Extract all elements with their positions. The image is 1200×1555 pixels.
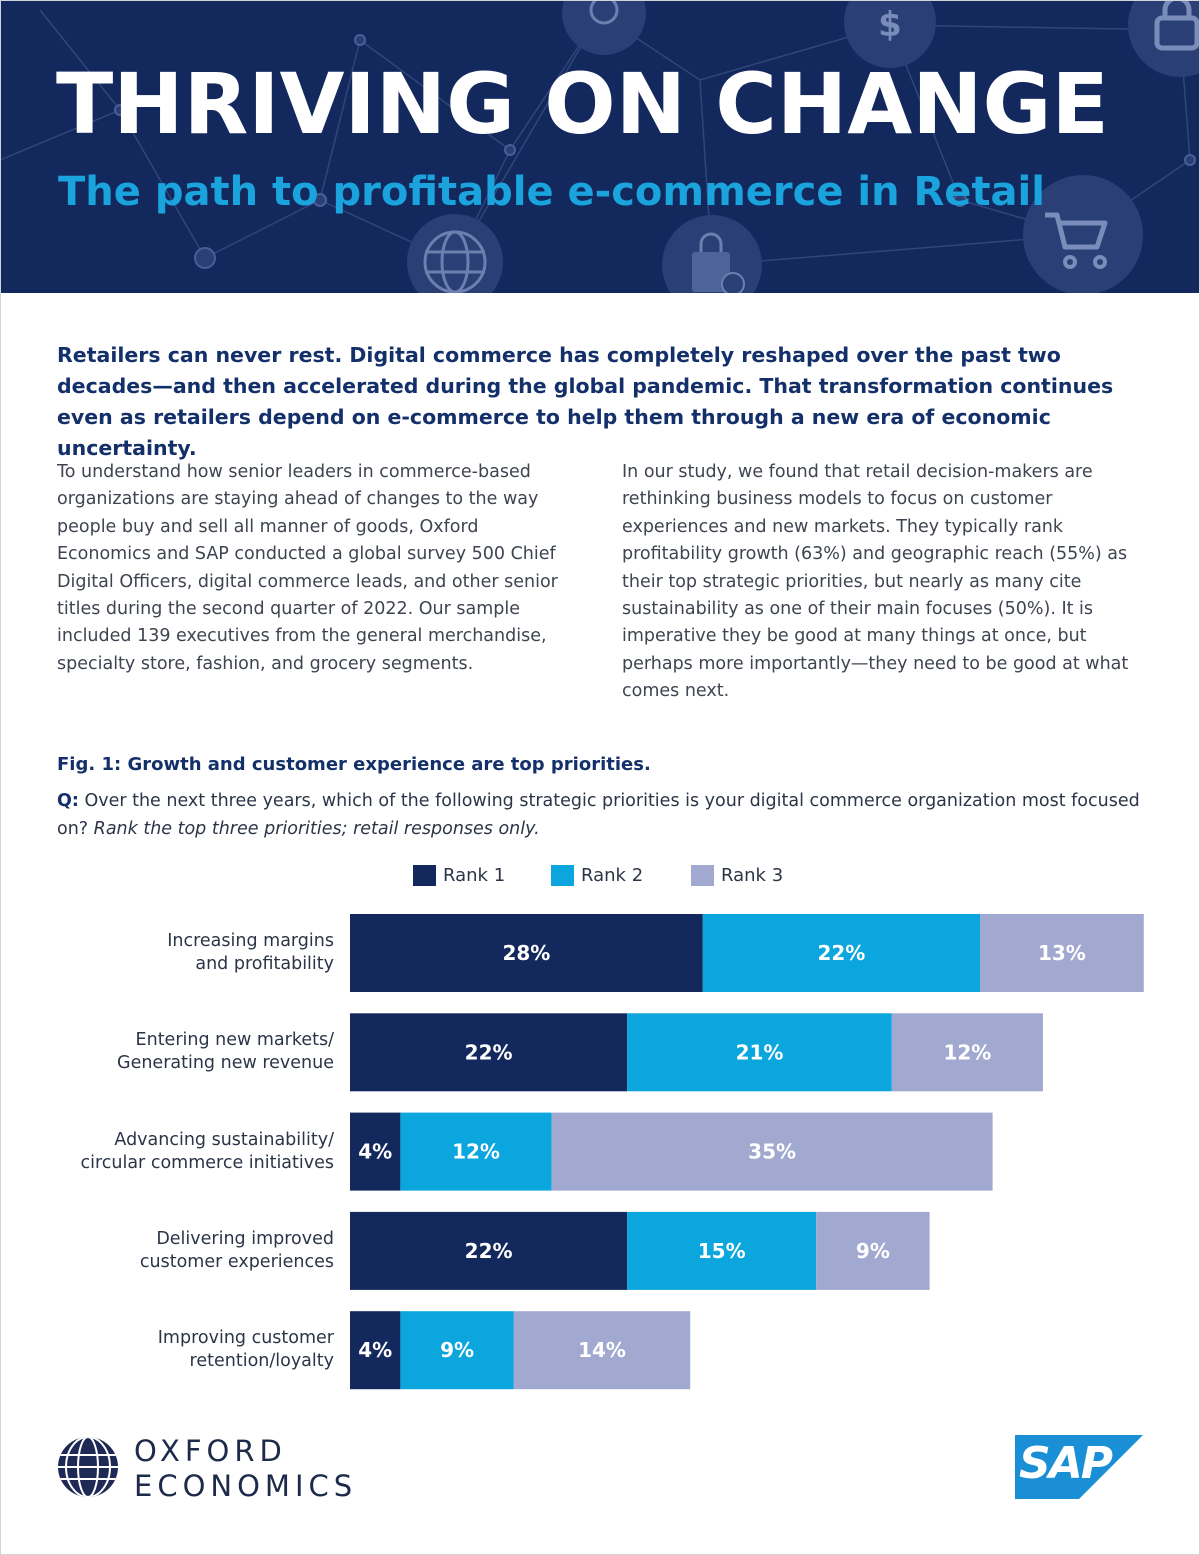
- bar-segment: [891, 1013, 1043, 1092]
- legend-label: Rank 3: [721, 865, 784, 886]
- body-paragraph-right: In our study, we found that retail decis…: [622, 462, 1129, 702]
- oxford-economics-logo: OXFORD ECONOMICS: [56, 1433, 352, 1503]
- question-text: Over the next three years, which of the …: [57, 791, 1140, 839]
- data-label: 22%: [465, 1040, 513, 1064]
- category-label: Advancing sustainability/circular commer…: [34, 1129, 334, 1175]
- shopping-cart-icon: [1023, 175, 1143, 293]
- bar-segment: [350, 1112, 401, 1191]
- data-label: 22%: [465, 1239, 513, 1263]
- sap-logo-shape: [1015, 1435, 1143, 1499]
- bar-segment: [627, 1013, 892, 1092]
- data-label: 28%: [502, 941, 550, 965]
- svg-text:$: $: [878, 5, 902, 45]
- category-label-line: customer experiences: [139, 1251, 334, 1272]
- banner-icons: $: [407, 0, 1200, 293]
- legend-swatch: [691, 865, 714, 886]
- category-label-line: circular commerce initiatives: [80, 1152, 334, 1173]
- bar-segment: [816, 1211, 930, 1290]
- category-label-line: Advancing sustainability/: [114, 1129, 334, 1150]
- bar-segment: [702, 914, 980, 992]
- body-paragraph-left: To understand how senior leaders in comm…: [57, 462, 558, 674]
- lead-paragraph: Retailers can never rest. Digital commer…: [57, 343, 1114, 460]
- bar-segment: [400, 1311, 514, 1390]
- data-label: 21%: [736, 1040, 784, 1064]
- bar-segment: [551, 1112, 993, 1191]
- bar-segment: [627, 1211, 817, 1290]
- category-label-line: Increasing margins: [167, 931, 334, 951]
- category-label-line: Generating new revenue: [117, 1053, 334, 1074]
- bar-segment: [350, 1311, 401, 1390]
- economics-text: ECONOMICS: [134, 1469, 358, 1503]
- question-note: Rank the top three priorities; retail re…: [93, 818, 540, 839]
- oxford-text: OXFORD: [134, 1434, 287, 1468]
- data-label: 13%: [1038, 941, 1086, 965]
- shopping-bag-icon: [662, 215, 762, 293]
- data-label: 22%: [817, 941, 865, 965]
- globe-logo-icon: [58, 1437, 118, 1497]
- figure-title: Fig. 1: Growth and customer experience a…: [57, 754, 651, 775]
- data-label: 9%: [440, 1338, 474, 1362]
- category-label-line: retention/loyalty: [189, 1351, 334, 1372]
- category-label: Delivering improved customer experiences: [34, 1228, 334, 1274]
- data-label: 4%: [358, 1140, 392, 1164]
- data-label: 14%: [578, 1338, 626, 1362]
- legend-swatch: [413, 865, 436, 886]
- figure-question: Q: Over the next three years, which of t…: [57, 788, 1157, 843]
- lock-icon: [1128, 0, 1200, 77]
- category-label: Increasing margins and profitability: [34, 930, 334, 976]
- bar-segment: [513, 1311, 691, 1390]
- bar-segment: [350, 1013, 628, 1092]
- category-label: Improving customer retention/loyalty: [34, 1327, 334, 1373]
- globe-icon: [407, 214, 503, 293]
- bar-segment: [350, 1211, 628, 1290]
- page-title: THRIVING ON CHANGE: [56, 55, 1109, 153]
- sap-text: SAP: [1019, 1438, 1113, 1489]
- category-label-line: and profitability: [195, 954, 334, 974]
- data-label: 9%: [856, 1239, 890, 1263]
- question-label: Q:: [57, 791, 79, 811]
- legend-label: Rank 1: [443, 865, 506, 886]
- bar-segment: [980, 914, 1144, 992]
- sap-logo: SAP: [1015, 1435, 1143, 1499]
- data-label: 4%: [358, 1338, 392, 1362]
- legend-label: Rank 2: [581, 865, 644, 886]
- header-banner: $ THRIVING ON CHANGE The path to pro: [0, 0, 1200, 293]
- category-label-line: Entering new markets/: [135, 1030, 334, 1051]
- category-label: Entering new markets/Generating new reve…: [34, 1029, 334, 1075]
- category-label-line: Delivering improved: [156, 1228, 334, 1249]
- data-label: 12%: [943, 1040, 991, 1064]
- badge-icon: [562, 0, 646, 55]
- data-label: 12%: [452, 1140, 500, 1164]
- page-subtitle: The path to profitable e-commerce in Ret…: [58, 169, 1045, 215]
- category-label-line: Improving customer: [157, 1328, 334, 1349]
- dollar-icon: $: [844, 0, 936, 68]
- bar-segment: [400, 1112, 552, 1191]
- legend-swatch: [551, 865, 574, 886]
- bar-segment: [350, 914, 703, 992]
- data-label: 15%: [698, 1239, 746, 1263]
- data-label: 35%: [748, 1140, 796, 1164]
